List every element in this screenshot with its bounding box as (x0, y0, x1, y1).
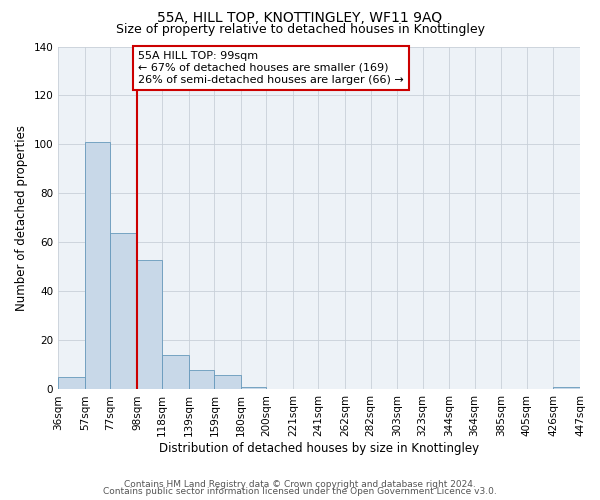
Text: Size of property relative to detached houses in Knottingley: Size of property relative to detached ho… (115, 22, 485, 36)
Text: 55A, HILL TOP, KNOTTINGLEY, WF11 9AQ: 55A, HILL TOP, KNOTTINGLEY, WF11 9AQ (157, 11, 443, 25)
Text: 55A HILL TOP: 99sqm
← 67% of detached houses are smaller (169)
26% of semi-detac: 55A HILL TOP: 99sqm ← 67% of detached ho… (138, 52, 404, 84)
Text: Contains public sector information licensed under the Open Government Licence v3: Contains public sector information licen… (103, 487, 497, 496)
X-axis label: Distribution of detached houses by size in Knottingley: Distribution of detached houses by size … (159, 442, 479, 455)
Bar (189, 370, 214, 390)
Bar (241, 387, 266, 390)
Bar (162, 355, 189, 390)
Bar (110, 232, 137, 390)
Bar (553, 387, 580, 390)
Bar (58, 377, 85, 390)
Y-axis label: Number of detached properties: Number of detached properties (15, 125, 28, 311)
Text: Contains HM Land Registry data © Crown copyright and database right 2024.: Contains HM Land Registry data © Crown c… (124, 480, 476, 489)
Bar (214, 375, 241, 390)
Bar (137, 260, 162, 390)
Bar (85, 142, 110, 390)
